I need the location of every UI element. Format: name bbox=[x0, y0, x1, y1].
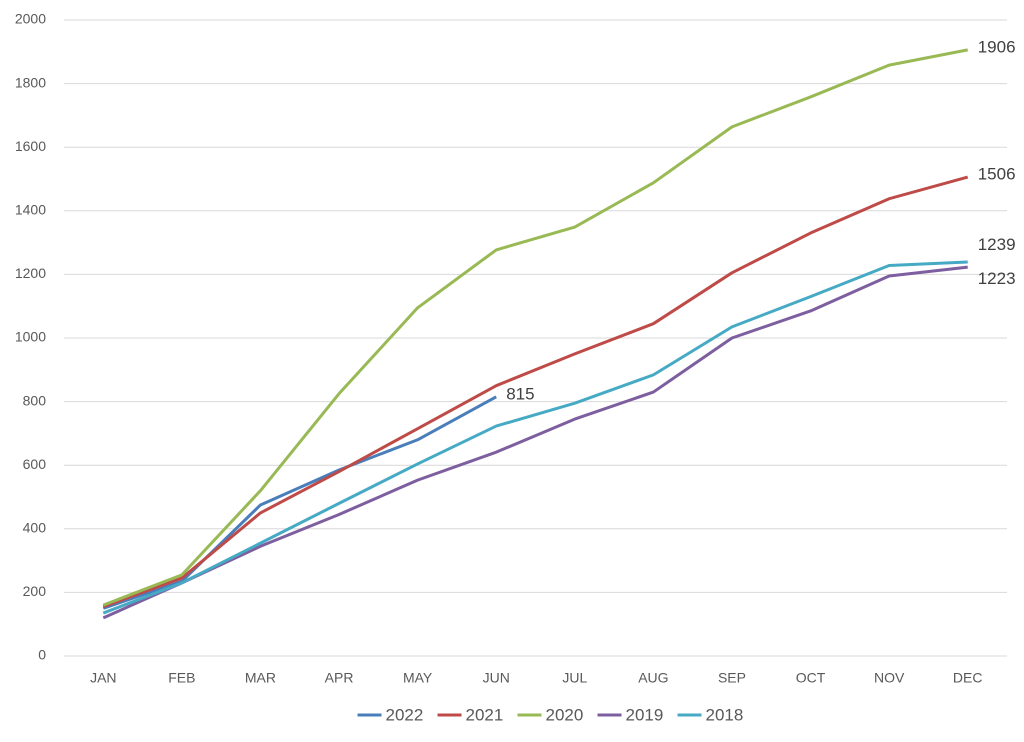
y-tick-label: 1000 bbox=[15, 329, 46, 345]
legend-label: 2022 bbox=[386, 705, 424, 724]
legend-label: 2021 bbox=[466, 705, 504, 724]
value-label: 1906 bbox=[978, 37, 1016, 56]
y-tick-label: 400 bbox=[23, 520, 47, 536]
x-tick-label: MAR bbox=[245, 670, 276, 686]
y-tick-label: 0 bbox=[38, 647, 46, 663]
y-tick-label: 2000 bbox=[15, 11, 46, 27]
x-tick-label: JUL bbox=[562, 670, 587, 686]
x-tick-label: APR bbox=[325, 670, 354, 686]
value-label: 1223 bbox=[978, 269, 1016, 288]
x-tick-label: JUN bbox=[483, 670, 510, 686]
series-line bbox=[102, 395, 497, 610]
x-tick-label: AUG bbox=[638, 670, 668, 686]
value-label: 1239 bbox=[978, 235, 1016, 254]
y-tick-label: 1800 bbox=[15, 74, 46, 90]
series-line bbox=[102, 175, 969, 609]
value-label: 1506 bbox=[978, 165, 1016, 184]
y-tick-label: 800 bbox=[23, 392, 47, 408]
x-tick-label: SEP bbox=[718, 670, 746, 686]
series-line bbox=[102, 48, 968, 607]
x-tick-label: DEC bbox=[953, 670, 983, 686]
x-tick-label: MAY bbox=[403, 670, 433, 686]
series-line bbox=[102, 265, 968, 620]
legend-label: 2018 bbox=[706, 705, 744, 724]
legend-label: 2019 bbox=[626, 705, 664, 724]
value-label: 815 bbox=[506, 384, 534, 403]
y-tick-label: 1400 bbox=[15, 202, 46, 218]
y-tick-label: 600 bbox=[23, 456, 47, 472]
x-tick-label: JAN bbox=[90, 670, 116, 686]
y-tick-label: 1600 bbox=[15, 138, 46, 154]
y-tick-label: 200 bbox=[23, 583, 47, 599]
x-tick-label: FEB bbox=[168, 670, 195, 686]
x-tick-label: NOV bbox=[874, 670, 905, 686]
series-line bbox=[102, 260, 968, 615]
legend-label: 2020 bbox=[546, 705, 584, 724]
y-tick-label: 1200 bbox=[15, 265, 46, 281]
x-tick-label: OCT bbox=[796, 670, 826, 686]
